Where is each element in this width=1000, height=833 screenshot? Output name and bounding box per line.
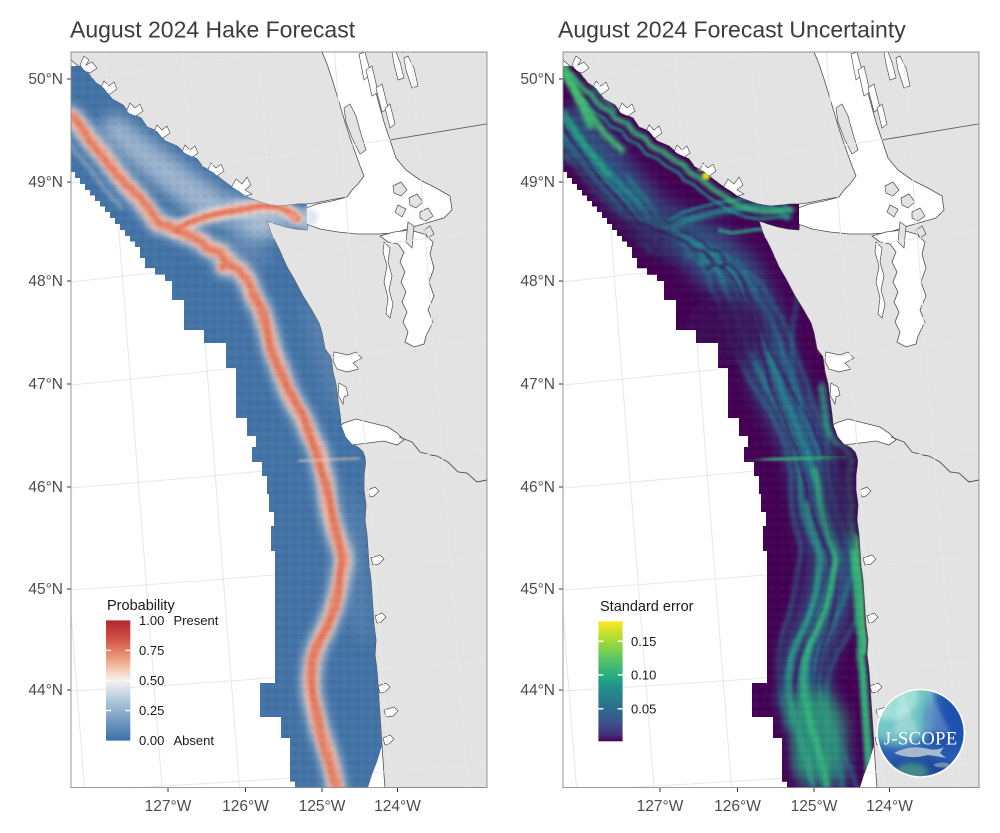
svg-text:0.15: 0.15 [631,634,656,649]
svg-text:August 2024 Forecast Uncertain: August 2024 Forecast Uncertainty [558,17,906,43]
svg-text:46°N: 46°N [28,479,63,496]
svg-text:45°N: 45°N [28,581,63,598]
svg-text:50°N: 50°N [520,71,555,88]
svg-text:August 2024 Hake Forecast: August 2024 Hake Forecast [70,17,356,43]
svg-text:124°W: 124°W [374,798,421,815]
svg-text:126°W: 126°W [714,798,761,815]
svg-text:Standard error: Standard error [600,599,694,615]
svg-text:0.25: 0.25 [139,703,164,718]
svg-text:0.10: 0.10 [631,668,656,683]
svg-text:49°N: 49°N [520,174,555,191]
svg-text:Probability: Probability [107,598,175,614]
svg-text:Present: Present [174,613,219,628]
svg-text:44°N: 44°N [520,682,555,699]
svg-text:125°W: 125°W [299,798,346,815]
svg-text:47°N: 47°N [520,376,555,393]
svg-text:126°W: 126°W [222,798,269,815]
svg-text:48°N: 48°N [520,273,555,290]
svg-text:50°N: 50°N [28,71,63,88]
svg-text:124°W: 124°W [866,798,913,815]
svg-text:127°W: 127°W [145,798,192,815]
svg-text:48°N: 48°N [28,273,63,290]
svg-text:1.00: 1.00 [139,613,164,628]
svg-text:0.05: 0.05 [631,701,656,716]
svg-text:44°N: 44°N [28,682,63,699]
svg-text:0.00: 0.00 [139,733,164,748]
svg-text:47°N: 47°N [28,376,63,393]
svg-text:0.50: 0.50 [139,673,164,688]
svg-text:J-SCOPE: J-SCOPE [884,730,958,750]
svg-text:125°W: 125°W [791,798,838,815]
svg-text:46°N: 46°N [520,479,555,496]
svg-text:49°N: 49°N [28,174,63,191]
svg-text:127°W: 127°W [637,798,684,815]
svg-text:Absent: Absent [174,733,215,748]
svg-text:45°N: 45°N [520,581,555,598]
svg-text:0.75: 0.75 [139,643,164,658]
